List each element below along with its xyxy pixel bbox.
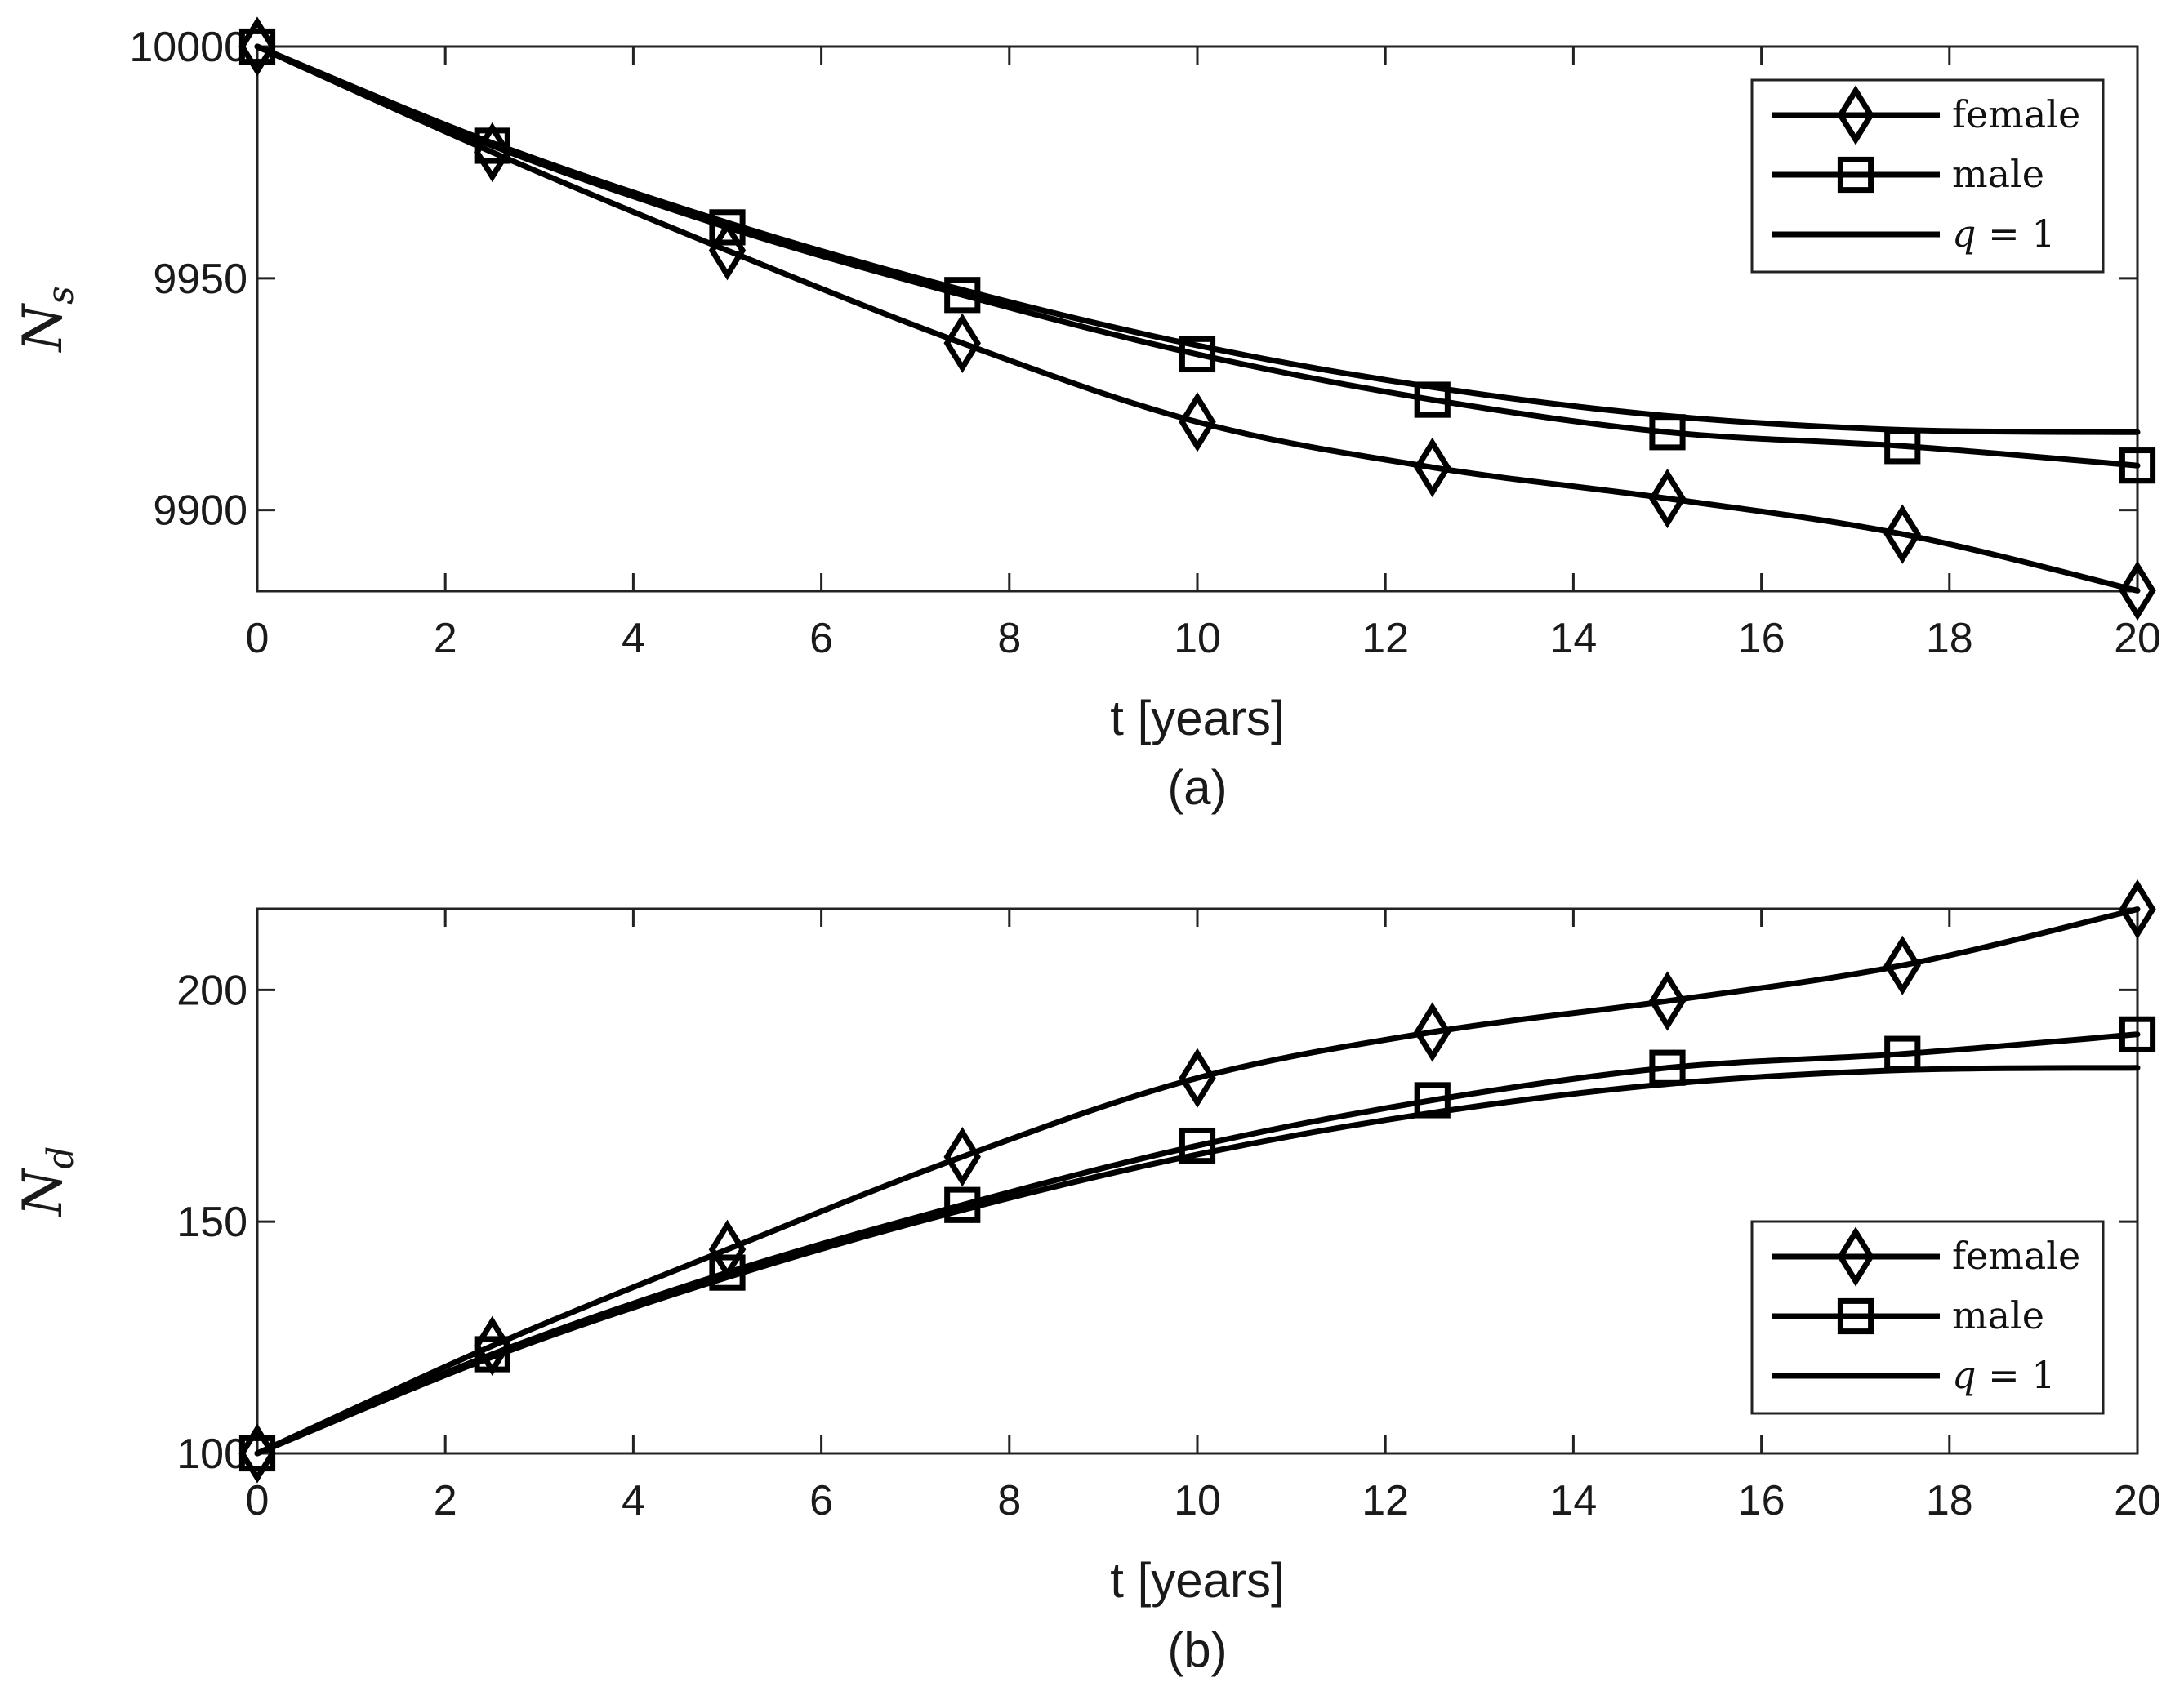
legend-label-rest: = 1: [1976, 211, 2055, 256]
legend-label-var: q: [1952, 211, 1976, 256]
x-tick-label: 14: [1549, 1477, 1597, 1524]
data-point-female: [2119, 879, 2156, 940]
series-line-q1: [254, 1065, 2141, 1457]
legend-marker-female: [1837, 85, 1874, 145]
x-tick-label: 4: [622, 1477, 645, 1524]
data-point-female: [1648, 971, 1687, 1031]
x-axis-label: t [years]: [1110, 1553, 1284, 1608]
data-point-female: [1414, 1002, 1451, 1062]
series-line-female: [254, 906, 2141, 1457]
data-point-female: [943, 1127, 981, 1187]
data-point-male: [2119, 1016, 2156, 1052]
legend-label-female: female: [1952, 92, 2080, 136]
data-point-male: [238, 1435, 276, 1472]
y-tick-label: 100: [176, 1431, 247, 1478]
x-tick-label: 20: [2114, 1477, 2161, 1524]
data-point-female: [2119, 560, 2156, 621]
series-line-female: [254, 43, 2141, 594]
panel-caption: (a): [1167, 760, 1227, 815]
y-axis-label: Nd: [11, 1146, 82, 1218]
panel-a: 0 2 4 6 8 10 12 14 16 18 20 9900 9950 10000 t [years] N…: [11, 16, 2161, 815]
data-point-female: [238, 16, 276, 77]
panel-b: 0 2 4 6 8 10 12 14 16 18 20 100 150 200 t [years] Nd (b)…: [11, 879, 2161, 1677]
x-tick-label: 0: [246, 615, 270, 662]
series-line-q1: [254, 43, 2141, 435]
y-tick-label: 9950: [153, 256, 247, 303]
panel-caption: (b): [1167, 1622, 1227, 1677]
y-axis-label: Ns: [11, 286, 82, 353]
x-axis-label: t [years]: [1110, 691, 1284, 745]
legend-label-q1: q = 1: [1952, 1353, 2056, 1397]
legend-label-rest: = 1: [1976, 1353, 2055, 1397]
data-point-male: [2119, 447, 2156, 484]
x-tick-label: 0: [246, 1477, 270, 1524]
x-tick-label: 4: [622, 615, 645, 662]
x-tick-label: 2: [434, 615, 457, 662]
data-point-female: [1883, 504, 1921, 564]
data-point-female: [1648, 468, 1687, 529]
x-tick-label: 18: [1926, 615, 1973, 662]
y-tick-label: 10000: [129, 24, 247, 71]
x-tick-label: 10: [1174, 615, 1221, 662]
y-axis-label-subscript: d: [40, 1146, 82, 1169]
x-tick-label: 12: [1362, 615, 1409, 662]
x-tick-label: 10: [1174, 1477, 1221, 1524]
x-tick-label: 6: [809, 1477, 833, 1524]
x-tick-label: 20: [2114, 615, 2161, 662]
data-point-female: [238, 1423, 276, 1484]
x-tick-label: 6: [809, 615, 833, 662]
x-tick-label: 8: [997, 1477, 1021, 1524]
data-point-female: [943, 313, 981, 373]
x-tick-label: 14: [1549, 615, 1597, 662]
series-line-male: [254, 1031, 2141, 1457]
legend-label-male: male: [1952, 1293, 2044, 1337]
legend-label-male: male: [1952, 152, 2044, 196]
data-point-male: [1179, 1127, 1216, 1164]
legend-label-q1: q = 1: [1952, 211, 2056, 256]
legend-label-female: female: [1952, 1234, 2080, 1278]
legend-label-var: q: [1952, 1353, 1976, 1397]
series-line-male: [254, 43, 2141, 469]
legend-marker-male: [1837, 1297, 1874, 1335]
data-point-female: [1179, 392, 1216, 452]
x-tick-label: 2: [434, 1477, 457, 1524]
y-tick-label: 9900: [153, 487, 247, 535]
y-tick-label: 200: [176, 967, 247, 1014]
x-tick-label: 16: [1738, 1477, 1785, 1524]
y-tick-label: 150: [176, 1199, 247, 1246]
y-axis-label-subscript: s: [40, 286, 82, 305]
x-tick-label: 8: [997, 615, 1021, 662]
data-point-female: [1883, 935, 1921, 995]
data-point-female: [1414, 437, 1451, 498]
x-tick-label: 16: [1738, 615, 1785, 662]
data-point-male: [238, 28, 276, 65]
x-tick-label: 18: [1926, 1477, 1973, 1524]
x-tick-label: 12: [1362, 1477, 1409, 1524]
data-point-male: [1179, 336, 1216, 373]
legend-marker-female: [1837, 1226, 1874, 1287]
legend-marker-male: [1837, 156, 1874, 194]
data-point-female: [1179, 1048, 1216, 1108]
